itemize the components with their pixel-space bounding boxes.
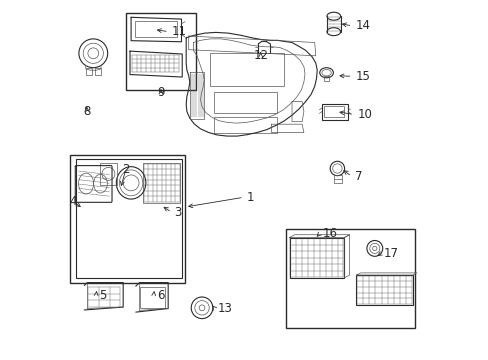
Text: 12: 12 bbox=[253, 49, 267, 62]
Bar bbox=[285, 229, 415, 328]
Bar bbox=[324, 106, 344, 117]
Text: 4: 4 bbox=[70, 195, 77, 208]
Bar bbox=[70, 155, 185, 283]
Bar bbox=[95, 68, 101, 75]
Bar bbox=[135, 21, 177, 37]
Text: 7: 7 bbox=[354, 170, 362, 183]
Text: 9: 9 bbox=[157, 86, 164, 99]
Bar bbox=[213, 117, 276, 133]
Text: 13: 13 bbox=[218, 302, 232, 315]
Bar bbox=[333, 175, 341, 183]
Bar bbox=[140, 287, 164, 308]
Text: 14: 14 bbox=[355, 19, 369, 32]
Text: 5: 5 bbox=[99, 289, 106, 302]
Text: 15: 15 bbox=[355, 70, 369, 83]
Bar bbox=[76, 159, 182, 278]
Text: 16: 16 bbox=[322, 227, 337, 240]
Text: 10: 10 bbox=[356, 108, 371, 121]
Bar bbox=[210, 53, 284, 86]
Bar bbox=[289, 238, 344, 278]
Text: 11: 11 bbox=[171, 25, 186, 38]
Bar bbox=[142, 163, 180, 203]
Bar bbox=[100, 163, 117, 185]
Bar bbox=[213, 92, 276, 113]
Bar bbox=[321, 104, 347, 120]
Text: 3: 3 bbox=[174, 206, 182, 219]
Bar bbox=[356, 275, 412, 305]
Bar bbox=[323, 76, 329, 81]
Text: 2: 2 bbox=[122, 163, 129, 176]
Bar bbox=[125, 13, 196, 90]
Text: 17: 17 bbox=[383, 247, 398, 260]
Text: 6: 6 bbox=[156, 289, 164, 302]
Text: 1: 1 bbox=[246, 191, 254, 204]
Bar bbox=[86, 68, 91, 75]
Text: 8: 8 bbox=[83, 105, 90, 118]
